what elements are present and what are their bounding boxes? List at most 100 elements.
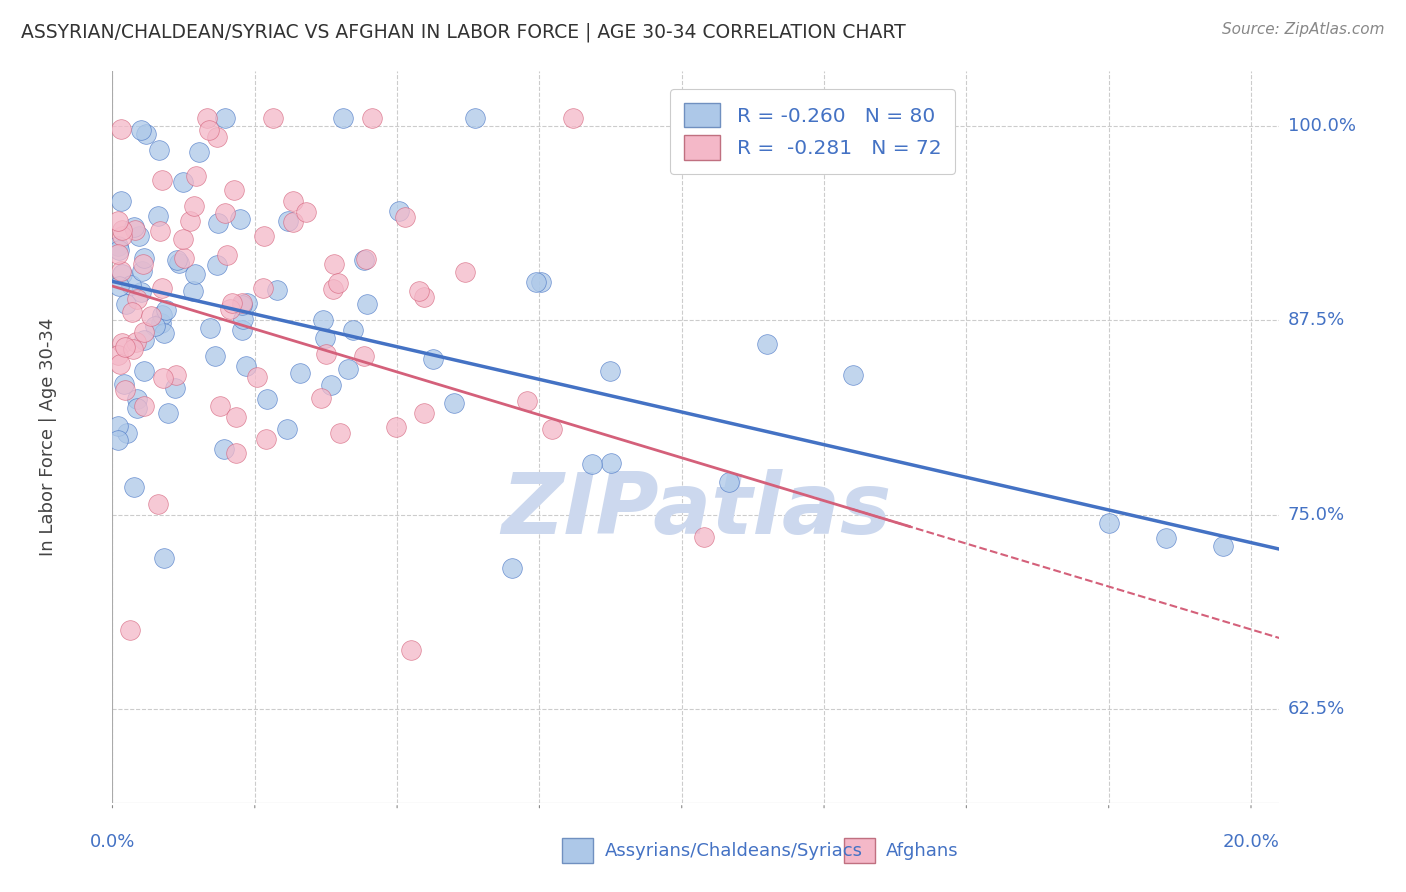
Point: [254, 432, 277, 446]
Point: [524, 275, 547, 289]
Point: [188, 145, 211, 160]
Point: [165, 381, 187, 395]
Point: [693, 530, 716, 544]
Point: [277, 213, 299, 227]
Point: [111, 229, 134, 244]
Text: 75.0%: 75.0%: [1288, 506, 1346, 524]
Point: [108, 279, 131, 293]
Point: [232, 312, 254, 326]
Text: In Labor Force | Age 30-34: In Labor Force | Age 30-34: [39, 318, 58, 557]
Point: [132, 251, 155, 265]
Point: [132, 333, 155, 347]
Point: [122, 481, 145, 495]
Point: [110, 122, 132, 136]
Point: [256, 392, 278, 406]
Point: [173, 252, 195, 266]
Point: [394, 210, 416, 224]
Point: [231, 323, 253, 337]
Point: [253, 229, 276, 244]
Point: [107, 246, 129, 260]
Point: [600, 456, 623, 470]
Point: [152, 370, 174, 384]
Point: [111, 267, 134, 281]
Point: [143, 318, 166, 333]
Point: [329, 425, 352, 440]
Point: [214, 206, 236, 220]
Point: [125, 392, 148, 406]
Point: [464, 111, 486, 125]
Point: [276, 422, 298, 436]
Point: [114, 297, 136, 311]
Legend: R = -0.260   N = 80, R =  -0.281   N = 72: R = -0.260 N = 80, R = -0.281 N = 72: [671, 88, 955, 174]
Point: [107, 433, 129, 447]
Point: [157, 406, 180, 420]
Point: [128, 228, 150, 243]
Text: 62.5%: 62.5%: [1288, 700, 1346, 718]
Point: [124, 223, 146, 237]
Point: [212, 442, 235, 457]
Point: [149, 224, 172, 238]
Point: [127, 293, 149, 307]
Point: [108, 357, 131, 371]
Point: [198, 123, 221, 137]
Point: [229, 211, 252, 226]
Point: [225, 410, 247, 425]
Point: [183, 199, 205, 213]
Point: [114, 383, 136, 397]
Point: [135, 127, 157, 141]
Point: [204, 349, 226, 363]
Point: [353, 349, 375, 363]
Point: [186, 169, 208, 183]
Point: [184, 267, 207, 281]
Point: [225, 445, 247, 459]
Point: [530, 275, 553, 289]
Point: [110, 264, 132, 278]
Point: [107, 348, 129, 362]
Point: [356, 297, 378, 311]
Point: [360, 111, 382, 125]
Point: [122, 220, 145, 235]
Point: [198, 320, 221, 334]
Point: [1098, 516, 1121, 530]
Text: Assyrians/Chaldeans/Syriacs: Assyrians/Chaldeans/Syriacs: [605, 842, 862, 860]
Point: [388, 203, 411, 218]
Point: [146, 497, 169, 511]
Text: 100.0%: 100.0%: [1288, 117, 1355, 135]
Point: [322, 257, 344, 271]
Point: [718, 475, 741, 489]
Point: [231, 298, 253, 312]
Point: [235, 359, 257, 373]
Text: Source: ZipAtlas.com: Source: ZipAtlas.com: [1222, 22, 1385, 37]
Point: [150, 281, 173, 295]
Point: [153, 326, 176, 340]
Point: [1154, 531, 1177, 545]
Point: [516, 394, 538, 409]
Text: ASSYRIAN/CHALDEAN/SYRIAC VS AFGHAN IN LABOR FORCE | AGE 30-34 CORRELATION CHART: ASSYRIAN/CHALDEAN/SYRIAC VS AFGHAN IN LA…: [21, 22, 905, 42]
Point: [132, 400, 155, 414]
Point: [205, 258, 228, 272]
Point: [172, 175, 194, 189]
Point: [336, 362, 359, 376]
Point: [236, 296, 259, 310]
Point: [131, 123, 153, 137]
Point: [332, 111, 354, 125]
Point: [107, 213, 129, 227]
Point: [422, 351, 444, 366]
Point: [215, 248, 238, 262]
Point: [413, 406, 436, 420]
Point: [214, 111, 236, 125]
Point: [262, 111, 284, 125]
Point: [540, 422, 562, 436]
Point: [134, 363, 156, 377]
Point: [328, 276, 350, 290]
Point: [281, 194, 304, 208]
Point: [125, 334, 148, 349]
Point: [131, 263, 153, 277]
Point: [209, 399, 232, 413]
Text: 0.0%: 0.0%: [90, 833, 135, 851]
Point: [139, 310, 162, 324]
Point: [501, 561, 523, 575]
Point: [122, 342, 145, 356]
Point: [385, 420, 408, 434]
Point: [218, 302, 240, 317]
